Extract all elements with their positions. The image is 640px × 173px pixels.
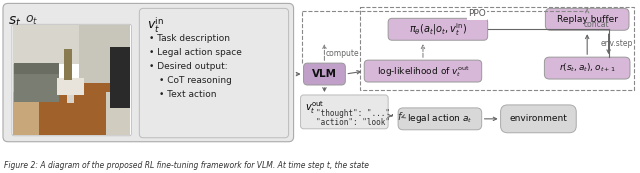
Bar (58, 78, 84, 94)
FancyBboxPatch shape (500, 105, 576, 133)
FancyBboxPatch shape (545, 57, 630, 79)
Text: Figure 2: A diagram of the proposed RL fine-tuning framework for VLM. At time st: Figure 2: A diagram of the proposed RL f… (4, 161, 369, 170)
Bar (106, 92, 130, 135)
FancyBboxPatch shape (12, 24, 131, 136)
Text: • Text action: • Text action (159, 90, 217, 99)
Text: $\pi_\theta(a_t|o_t, v_t^{\mathrm{in}})$: $\pi_\theta(a_t|o_t, v_t^{\mathrm{in}})$ (409, 21, 467, 38)
Bar (14, 63, 60, 74)
FancyBboxPatch shape (388, 18, 488, 40)
Text: $o_t$: $o_t$ (25, 14, 38, 28)
Text: legal action $a_t$: legal action $a_t$ (407, 112, 472, 125)
Text: $f$: $f$ (397, 110, 403, 122)
FancyBboxPatch shape (303, 63, 346, 85)
Text: • Desired output:: • Desired output: (149, 62, 228, 71)
FancyBboxPatch shape (364, 60, 482, 82)
Text: log-likelihood of $v_t^{\mathrm{out}}$: log-likelihood of $v_t^{\mathrm{out}}$ (377, 64, 469, 79)
Text: env.step: env.step (601, 39, 634, 48)
Text: • Legal action space: • Legal action space (149, 48, 242, 57)
Text: VLM: VLM (312, 69, 337, 79)
Bar (67, 94, 74, 103)
Bar (39, 83, 113, 135)
Text: • CoT reasoning: • CoT reasoning (159, 76, 232, 85)
Bar (13, 92, 131, 135)
FancyBboxPatch shape (140, 8, 289, 138)
Text: Replay buffer: Replay buffer (557, 15, 618, 24)
Bar (65, 49, 72, 80)
Text: • Task description: • Task description (149, 34, 230, 43)
Text: $v_t^{\mathrm{out}}$: $v_t^{\mathrm{out}}$ (305, 99, 324, 116)
Text: PPO: PPO (468, 9, 486, 18)
Text: $v_t^{\mathrm{in}}$: $v_t^{\mathrm{in}}$ (147, 15, 164, 35)
FancyBboxPatch shape (398, 108, 482, 130)
Bar (13, 64, 35, 126)
Bar (79, 25, 130, 87)
Bar (14, 63, 60, 102)
Text: "thought": "...",: "thought": "...", (317, 109, 395, 118)
Bar (13, 25, 131, 64)
Text: $r(s_t, a_t), o_{t+1}$: $r(s_t, a_t), o_{t+1}$ (559, 62, 616, 74)
Text: $s_t$: $s_t$ (8, 14, 21, 29)
FancyBboxPatch shape (545, 8, 629, 30)
Bar (110, 47, 130, 108)
Text: environment: environment (509, 114, 567, 123)
Text: "action": "look": "action": "look" (317, 118, 390, 127)
FancyBboxPatch shape (301, 95, 388, 129)
Text: concat: concat (584, 20, 609, 29)
FancyBboxPatch shape (3, 3, 294, 142)
Text: compute: compute (326, 49, 359, 58)
